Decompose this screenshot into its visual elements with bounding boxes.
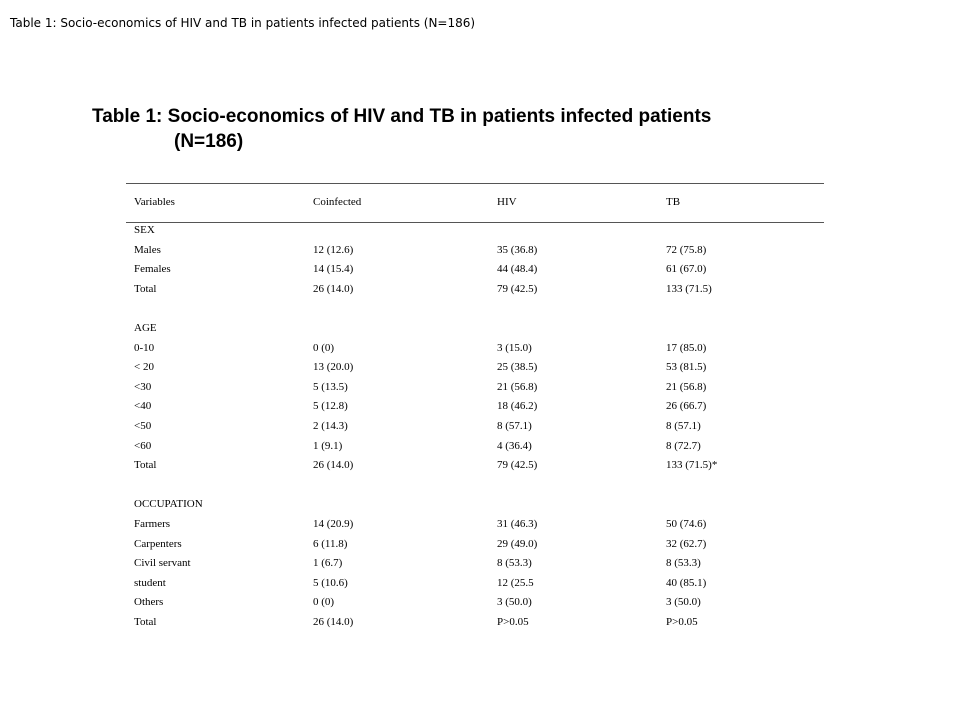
cell-hiv: 79 (42.5) <box>497 282 538 295</box>
cell-hiv: 18 (46.2) <box>497 400 538 413</box>
cell-coinfected: 26 (14.0) <box>313 282 354 295</box>
cell-coinfected: 1 (9.1) <box>313 439 343 452</box>
cell-hiv: 8 (53.3) <box>497 557 532 570</box>
table-title: Table 1: Socio-economics of HIV and TB i… <box>92 104 711 154</box>
cell-tb: 61 (67.0) <box>666 263 707 276</box>
cell-hiv: 79 (42.5) <box>497 459 538 472</box>
cell-coinfected: 26 (14.0) <box>313 459 354 472</box>
cell-variable: Others <box>134 596 164 609</box>
cell-hiv: 12 (25.5 <box>497 576 534 589</box>
cell-tb: 8 (72.7) <box>666 439 701 452</box>
cell-variable: <30 <box>134 380 152 393</box>
header-coinfected: Coinfected <box>313 196 362 208</box>
cell-variable: <40 <box>134 400 152 413</box>
cell-variable: < 20 <box>134 361 154 374</box>
cell-tb: 133 (71.5) <box>666 282 712 295</box>
table-title-line1: Table 1: Socio-economics of HIV and TB i… <box>92 106 712 127</box>
cell-variable: OCCUPATION <box>134 498 203 511</box>
cell-coinfected: 0 (0) <box>313 341 335 354</box>
cell-variable: Females <box>134 263 171 276</box>
header-hiv: HIV <box>497 196 517 208</box>
cell-variable: <60 <box>134 439 152 452</box>
cell-coinfected: 0 (0) <box>313 596 335 609</box>
cell-tb: 17 (85.0) <box>666 341 707 354</box>
cell-coinfected: 26 (14.0) <box>313 616 354 628</box>
header-tb: TB <box>666 196 681 208</box>
cell-hiv: 3 (15.0) <box>497 341 532 354</box>
cell-hiv: 29 (49.0) <box>497 537 538 550</box>
cell-tb: 21 (56.8) <box>666 380 707 393</box>
cell-variable: Farmers <box>134 518 171 530</box>
cell-coinfected: 6 (11.8) <box>313 537 348 550</box>
cell-coinfected: 5 (13.5) <box>313 380 348 393</box>
cell-hiv: 25 (38.5) <box>497 361 538 374</box>
cell-hiv: 3 (50.0) <box>497 596 532 609</box>
cell-tb: 53 (81.5) <box>666 361 707 374</box>
cell-variable: Carpenters <box>134 537 182 550</box>
slide-caption: Table 1: Socio-economics of HIV and TB i… <box>10 16 476 30</box>
table-top-rule <box>126 183 824 184</box>
cell-coinfected: 12 (12.6) <box>313 243 354 256</box>
cell-coinfected: 5 (12.8) <box>313 400 348 413</box>
cell-tb: 8 (53.3) <box>666 557 701 570</box>
cell-hiv: 21 (56.8) <box>497 380 538 393</box>
cell-hiv: 35 (36.8) <box>497 243 538 256</box>
cell-coinfected: 14 (20.9) <box>313 518 354 530</box>
cell-hiv: P>0.05 <box>497 616 529 628</box>
cell-coinfected: 14 (15.4) <box>313 263 354 276</box>
cell-variable: Total <box>134 459 157 472</box>
cell-variable: Males <box>134 243 161 256</box>
cell-variable: Total <box>134 282 157 295</box>
table-header-rule <box>126 222 824 223</box>
cell-tb: 8 (57.1) <box>666 420 701 432</box>
cell-coinfected: 13 (20.0) <box>313 361 354 374</box>
cell-variable: SEX <box>134 224 155 236</box>
header-variables: Variables <box>134 196 175 208</box>
cell-tb: 50 (74.6) <box>666 518 707 530</box>
cell-tb: 3 (50.0) <box>666 596 701 609</box>
cell-tb: 32 (62.7) <box>666 537 707 550</box>
cell-coinfected: 2 (14.3) <box>313 420 348 432</box>
cell-tb: 40 (85.1) <box>666 576 707 589</box>
table-title-line2: (N=186) <box>174 131 244 152</box>
cell-hiv: 8 (57.1) <box>497 420 532 432</box>
cell-tb: 72 (75.8) <box>666 243 707 256</box>
cell-tb: 26 (66.7) <box>666 400 707 413</box>
cell-tb: P>0.05 <box>666 616 698 628</box>
cell-coinfected: 5 (10.6) <box>313 576 348 589</box>
cell-variable: Total <box>134 616 157 628</box>
cell-hiv: 31 (46.3) <box>497 518 538 530</box>
cell-variable: Civil servant <box>134 557 191 570</box>
cell-variable: AGE <box>134 322 157 334</box>
cell-tb: 133 (71.5)* <box>666 459 718 472</box>
cell-variable: 0-10 <box>134 341 155 354</box>
cell-hiv: 44 (48.4) <box>497 263 538 276</box>
cell-hiv: 4 (36.4) <box>497 439 532 452</box>
cell-variable: student <box>134 576 166 589</box>
cell-variable: <50 <box>134 420 152 432</box>
cell-coinfected: 1 (6.7) <box>313 557 343 570</box>
